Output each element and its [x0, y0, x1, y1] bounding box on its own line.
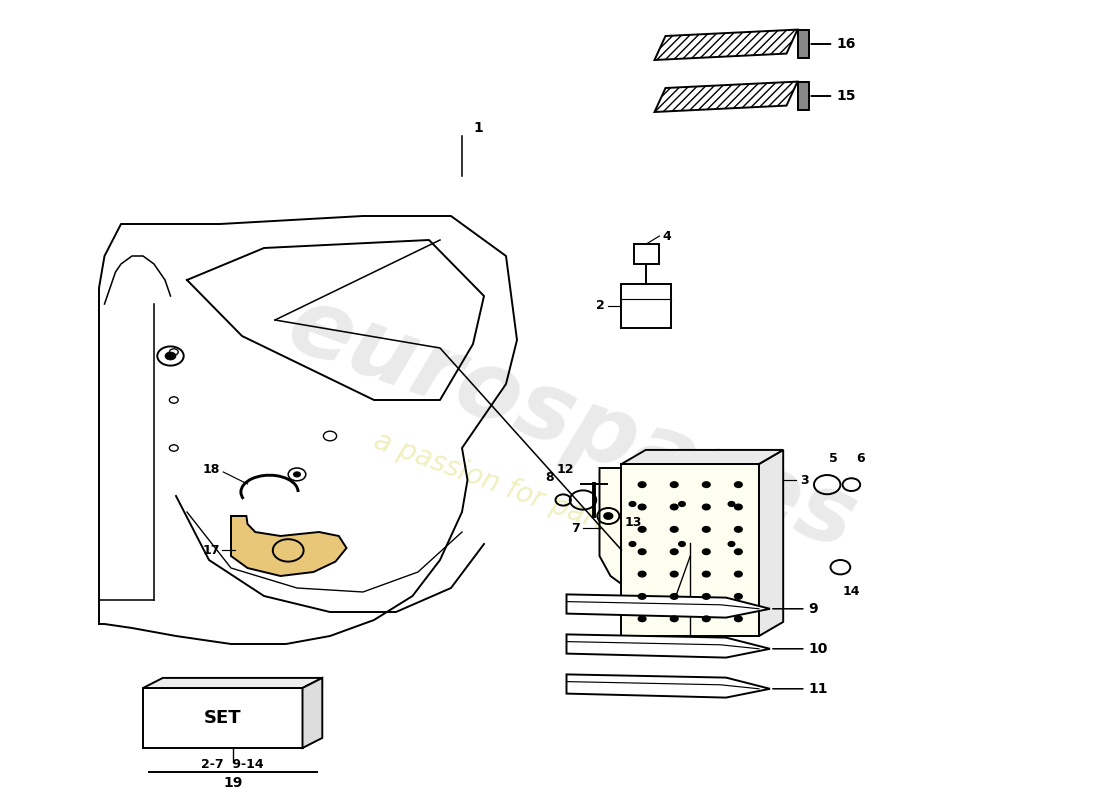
Text: 10: 10 [773, 642, 828, 656]
Polygon shape [566, 674, 770, 698]
Circle shape [638, 571, 646, 577]
Polygon shape [654, 82, 798, 112]
Text: 17: 17 [202, 544, 220, 557]
Circle shape [670, 616, 678, 622]
Text: a passion for parts since 1985: a passion for parts since 1985 [370, 427, 774, 597]
Polygon shape [621, 450, 783, 464]
Circle shape [629, 542, 636, 546]
Bar [621, 284, 671, 328]
Text: 9: 9 [773, 602, 818, 616]
Circle shape [638, 616, 646, 622]
Circle shape [294, 472, 300, 477]
Bar [798, 82, 808, 110]
Text: 2-7  9-14: 2-7 9-14 [201, 758, 264, 770]
Circle shape [604, 513, 613, 519]
Circle shape [735, 504, 743, 510]
Text: 5: 5 [829, 452, 838, 465]
Bar [634, 244, 659, 264]
Circle shape [679, 502, 685, 506]
Circle shape [735, 571, 743, 577]
Circle shape [703, 504, 711, 510]
Polygon shape [143, 678, 322, 688]
Text: 19: 19 [223, 776, 242, 790]
Circle shape [670, 526, 678, 532]
Text: 11: 11 [773, 682, 828, 696]
Circle shape [282, 546, 295, 555]
Text: 4: 4 [662, 230, 671, 242]
Circle shape [629, 502, 636, 506]
Circle shape [638, 594, 646, 599]
Circle shape [638, 504, 646, 510]
Text: SET: SET [204, 709, 242, 727]
Bar [798, 30, 808, 58]
Circle shape [670, 504, 678, 510]
Polygon shape [302, 678, 322, 748]
Text: eurospares: eurospares [275, 278, 869, 570]
Polygon shape [566, 594, 770, 618]
Text: 18: 18 [202, 463, 220, 476]
Bar [621, 464, 759, 636]
Text: 14: 14 [843, 585, 860, 598]
Circle shape [703, 616, 711, 622]
Circle shape [735, 482, 743, 487]
Text: 6: 6 [856, 452, 865, 465]
Circle shape [670, 482, 678, 487]
Circle shape [703, 549, 711, 554]
Circle shape [728, 502, 735, 506]
Text: 12: 12 [557, 463, 574, 476]
Circle shape [703, 571, 711, 577]
Circle shape [728, 542, 735, 546]
Polygon shape [759, 450, 783, 636]
Circle shape [670, 571, 678, 577]
Text: 13: 13 [625, 516, 642, 529]
Circle shape [735, 594, 743, 599]
Circle shape [703, 482, 711, 487]
Circle shape [735, 526, 743, 532]
Circle shape [679, 542, 685, 546]
Circle shape [703, 526, 711, 532]
Text: 7: 7 [571, 522, 580, 534]
Text: 3: 3 [800, 474, 808, 486]
Polygon shape [654, 30, 798, 60]
Text: 1: 1 [473, 121, 483, 135]
Polygon shape [566, 634, 770, 658]
Text: 8: 8 [546, 471, 554, 484]
Bar [143, 688, 302, 748]
Circle shape [165, 352, 176, 360]
Polygon shape [231, 516, 346, 576]
Circle shape [670, 549, 678, 554]
Circle shape [735, 616, 743, 622]
Circle shape [735, 549, 743, 554]
Circle shape [638, 526, 646, 532]
Text: 2: 2 [596, 299, 605, 313]
Text: 15: 15 [812, 89, 856, 103]
Circle shape [670, 594, 678, 599]
Text: 16: 16 [812, 37, 856, 51]
Circle shape [703, 594, 711, 599]
Polygon shape [600, 468, 781, 588]
Circle shape [638, 549, 646, 554]
Circle shape [638, 482, 646, 487]
